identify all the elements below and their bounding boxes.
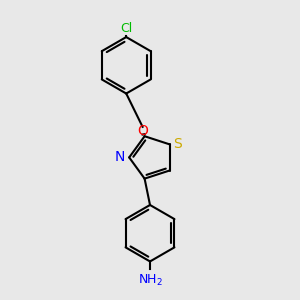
Text: Cl: Cl bbox=[120, 22, 132, 35]
Text: NH$_2$: NH$_2$ bbox=[137, 272, 163, 288]
Text: S: S bbox=[173, 137, 182, 151]
Text: N: N bbox=[115, 150, 125, 164]
Text: O: O bbox=[137, 124, 148, 138]
